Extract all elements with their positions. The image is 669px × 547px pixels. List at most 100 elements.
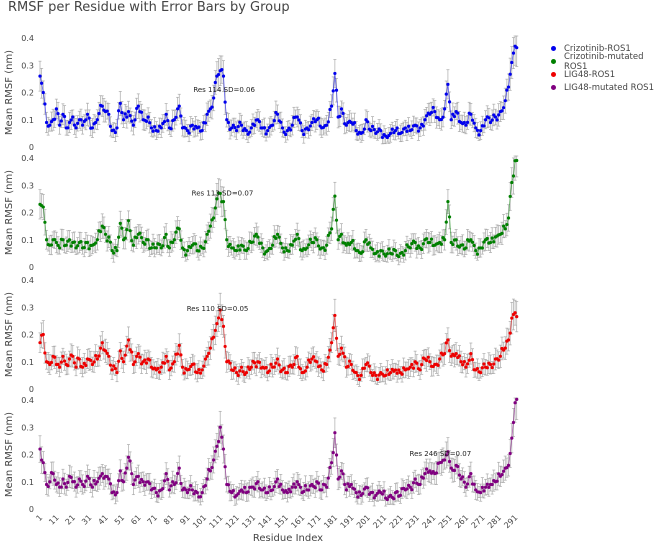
data-point	[325, 123, 329, 127]
data-point	[326, 355, 330, 359]
data-point	[502, 469, 506, 473]
data-point	[161, 244, 165, 248]
data-point	[213, 449, 217, 453]
data-point	[467, 358, 471, 362]
data-point	[328, 465, 332, 470]
data-point	[290, 365, 294, 369]
data-point	[290, 243, 294, 247]
data-point	[115, 249, 119, 253]
data-point	[257, 119, 262, 124]
y-tick-label: 0.1	[21, 236, 34, 245]
data-point	[480, 485, 484, 490]
data-point	[490, 482, 494, 487]
data-point	[97, 111, 101, 116]
data-point	[495, 118, 499, 122]
data-point	[130, 239, 134, 243]
data-point	[113, 245, 117, 250]
data-point	[244, 129, 249, 133]
data-point	[110, 368, 114, 372]
data-point	[325, 243, 329, 247]
data-point	[282, 130, 286, 134]
data-point	[54, 107, 58, 111]
data-point	[40, 458, 44, 462]
x-tick-label: 261	[453, 513, 470, 530]
legend-item-crizotinib-ros1[interactable]: Crizotinib-ROS1	[551, 42, 669, 55]
data-point	[298, 121, 303, 125]
data-point	[221, 200, 226, 204]
data-point	[469, 238, 473, 242]
data-point	[131, 123, 135, 127]
data-point	[465, 482, 470, 486]
data-point	[171, 240, 175, 245]
data-point	[207, 351, 211, 356]
data-point	[231, 123, 235, 127]
x-tick-label: 221	[388, 513, 405, 530]
data-point	[280, 126, 285, 130]
data-point	[316, 116, 321, 120]
y-tick-label: 0.3	[21, 303, 34, 312]
data-point	[331, 326, 335, 330]
data-point	[497, 358, 501, 362]
data-point	[51, 471, 55, 476]
data-point	[226, 120, 230, 125]
data-point	[174, 481, 178, 485]
data-point	[325, 362, 329, 367]
data-point	[118, 221, 122, 225]
x-tick-label: 131	[240, 513, 257, 530]
data-point	[362, 366, 366, 370]
data-point	[439, 117, 443, 122]
data-point	[56, 111, 60, 116]
data-point	[425, 114, 429, 118]
data-point	[326, 233, 330, 237]
legend-item-lig48-mutated-ros1[interactable]: LIG48-mutated ROS1	[551, 81, 669, 94]
data-point	[215, 322, 219, 326]
data-point	[131, 482, 135, 487]
data-point	[43, 102, 47, 106]
legend-label: LIG48-ROS1	[564, 69, 616, 80]
data-point	[41, 205, 45, 209]
data-point	[72, 123, 77, 127]
data-point	[279, 241, 283, 245]
data-point	[66, 126, 70, 130]
data-point	[241, 370, 245, 374]
data-point	[506, 338, 511, 342]
data-point	[105, 475, 109, 479]
data-point	[479, 491, 483, 495]
data-point	[67, 120, 72, 125]
data-point	[120, 356, 124, 361]
data-point	[162, 361, 167, 365]
data-point	[336, 238, 340, 242]
data-point	[421, 124, 425, 128]
data-point	[470, 240, 475, 244]
data-point	[62, 114, 67, 119]
legend-item-crizotinib-mutated-ros1[interactable]: Crizotinib-mutated ROS1	[551, 52, 669, 72]
data-point	[121, 360, 126, 364]
data-point	[428, 469, 432, 473]
y-tick-label: 0.3	[21, 61, 34, 70]
data-point	[351, 238, 355, 243]
data-point	[221, 324, 226, 328]
data-point	[253, 123, 257, 127]
data-point	[275, 232, 280, 236]
data-point	[182, 248, 186, 252]
data-point	[205, 354, 209, 358]
data-point	[246, 246, 250, 251]
data-point	[120, 111, 124, 115]
data-point	[190, 123, 194, 127]
data-point	[269, 362, 273, 366]
legend-item-lig48-ros1[interactable]: LIG48-ROS1	[551, 68, 669, 81]
data-point	[123, 353, 127, 357]
data-point	[290, 123, 294, 127]
data-point	[118, 349, 122, 353]
data-point	[48, 123, 52, 127]
data-point	[249, 126, 253, 130]
y-axis-label: Mean RMSF (nm)	[4, 412, 15, 497]
data-point	[488, 120, 493, 125]
data-point	[94, 482, 98, 486]
data-point	[506, 216, 511, 220]
data-point	[459, 360, 463, 364]
data-point	[94, 120, 98, 125]
data-point	[84, 363, 88, 368]
data-point	[307, 243, 311, 247]
